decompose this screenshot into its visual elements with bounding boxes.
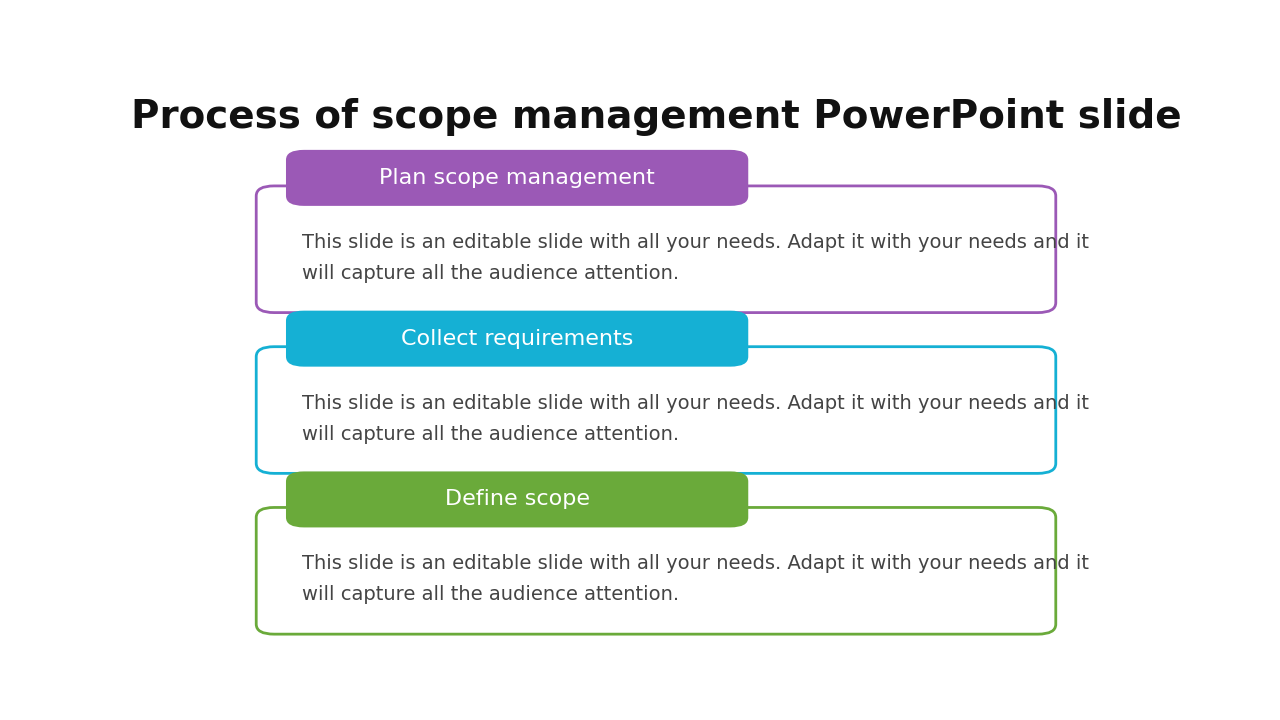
FancyBboxPatch shape bbox=[300, 176, 735, 180]
Text: This slide is an editable slide with all your needs. Adapt it with your needs an: This slide is an editable slide with all… bbox=[302, 233, 1089, 283]
FancyBboxPatch shape bbox=[256, 347, 1056, 473]
Text: Plan scope management: Plan scope management bbox=[379, 168, 655, 188]
FancyBboxPatch shape bbox=[256, 186, 1056, 312]
Text: Define scope: Define scope bbox=[444, 490, 590, 510]
Text: Process of scope management PowerPoint slide: Process of scope management PowerPoint s… bbox=[131, 98, 1181, 136]
Text: Collect requirements: Collect requirements bbox=[401, 328, 634, 348]
FancyBboxPatch shape bbox=[300, 336, 735, 341]
Text: This slide is an editable slide with all your needs. Adapt it with your needs an: This slide is an editable slide with all… bbox=[302, 554, 1089, 604]
FancyBboxPatch shape bbox=[285, 150, 749, 206]
FancyBboxPatch shape bbox=[300, 498, 735, 502]
FancyBboxPatch shape bbox=[285, 310, 749, 366]
FancyBboxPatch shape bbox=[285, 472, 749, 528]
Text: This slide is an editable slide with all your needs. Adapt it with your needs an: This slide is an editable slide with all… bbox=[302, 394, 1089, 444]
FancyBboxPatch shape bbox=[256, 508, 1056, 634]
